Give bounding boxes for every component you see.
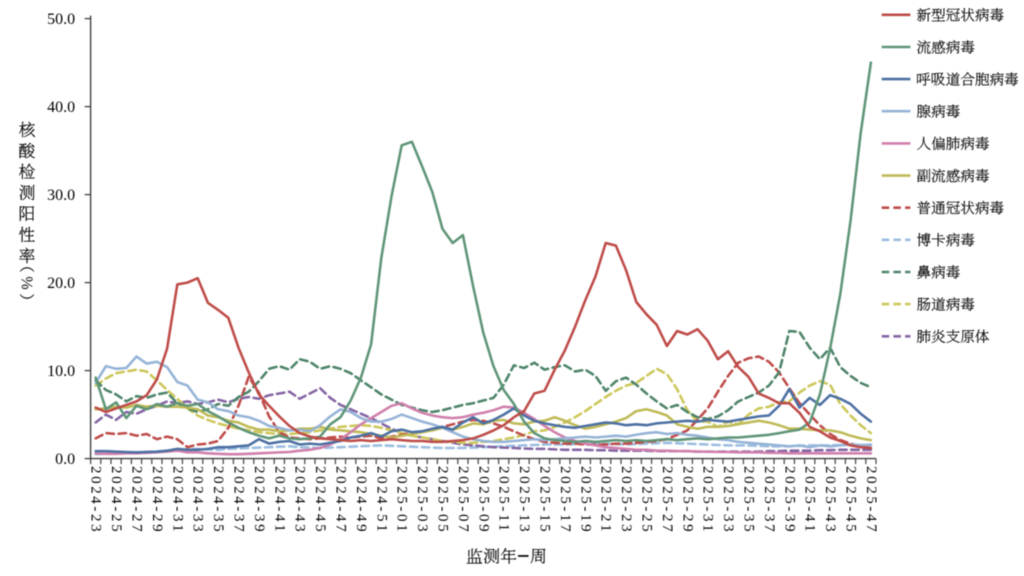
svg-text:2025-39: 2025-39 xyxy=(781,466,797,534)
svg-text:2024-23: 2024-23 xyxy=(88,466,104,534)
svg-text:2025-43: 2025-43 xyxy=(822,466,838,534)
svg-text:2025-41: 2025-41 xyxy=(802,466,818,534)
svg-text:2024-25: 2024-25 xyxy=(108,466,124,534)
svg-text:2025-13: 2025-13 xyxy=(516,466,532,534)
svg-text:2025-27: 2025-27 xyxy=(659,466,675,534)
svg-text:2025-15: 2025-15 xyxy=(537,466,553,534)
svg-text:2025-09: 2025-09 xyxy=(475,466,491,534)
svg-text:10.0: 10.0 xyxy=(47,363,75,380)
svg-text:2025-03: 2025-03 xyxy=(414,466,430,534)
svg-text:2024-41: 2024-41 xyxy=(271,466,287,534)
svg-text:2024-31: 2024-31 xyxy=(169,466,185,534)
svg-text:2025-19: 2025-19 xyxy=(577,466,593,534)
svg-text:2025-11: 2025-11 xyxy=(496,466,512,534)
svg-text:2024-29: 2024-29 xyxy=(149,466,165,534)
svg-text:2025-31: 2025-31 xyxy=(700,466,716,534)
svg-text:50.0: 50.0 xyxy=(47,11,75,28)
svg-text:2025-23: 2025-23 xyxy=(618,466,634,534)
svg-text:2025-05: 2025-05 xyxy=(435,466,451,534)
svg-text:2024-33: 2024-33 xyxy=(190,466,206,534)
svg-text:2024-27: 2024-27 xyxy=(129,466,145,534)
svg-text:2024-35: 2024-35 xyxy=(210,466,226,534)
svg-text:20.0: 20.0 xyxy=(47,275,75,292)
svg-text:40.0: 40.0 xyxy=(47,99,75,116)
svg-text:2025-01: 2025-01 xyxy=(394,466,410,534)
svg-text:2025-21: 2025-21 xyxy=(598,466,614,534)
svg-text:2024-45: 2024-45 xyxy=(312,466,328,534)
svg-text:2024-39: 2024-39 xyxy=(251,466,267,534)
svg-text:2024-47: 2024-47 xyxy=(333,466,349,534)
svg-text:2025-37: 2025-37 xyxy=(761,466,777,534)
svg-text:2024-43: 2024-43 xyxy=(292,466,308,534)
svg-text:2025-35: 2025-35 xyxy=(741,466,757,534)
svg-text:2025-25: 2025-25 xyxy=(639,466,655,534)
svg-text:0.0: 0.0 xyxy=(55,451,75,468)
svg-text:2025-17: 2025-17 xyxy=(557,466,573,534)
svg-text:30.0: 30.0 xyxy=(47,187,75,204)
svg-text:2025-45: 2025-45 xyxy=(843,466,859,534)
svg-text:2024-37: 2024-37 xyxy=(231,466,247,534)
svg-text:2024-51: 2024-51 xyxy=(373,466,389,534)
svg-text:2025-29: 2025-29 xyxy=(679,466,695,534)
svg-text:2025-07: 2025-07 xyxy=(455,466,471,534)
svg-text:2025-47: 2025-47 xyxy=(863,466,879,534)
svg-text:2025-33: 2025-33 xyxy=(720,466,736,534)
svg-text:2024-49: 2024-49 xyxy=(353,466,369,534)
